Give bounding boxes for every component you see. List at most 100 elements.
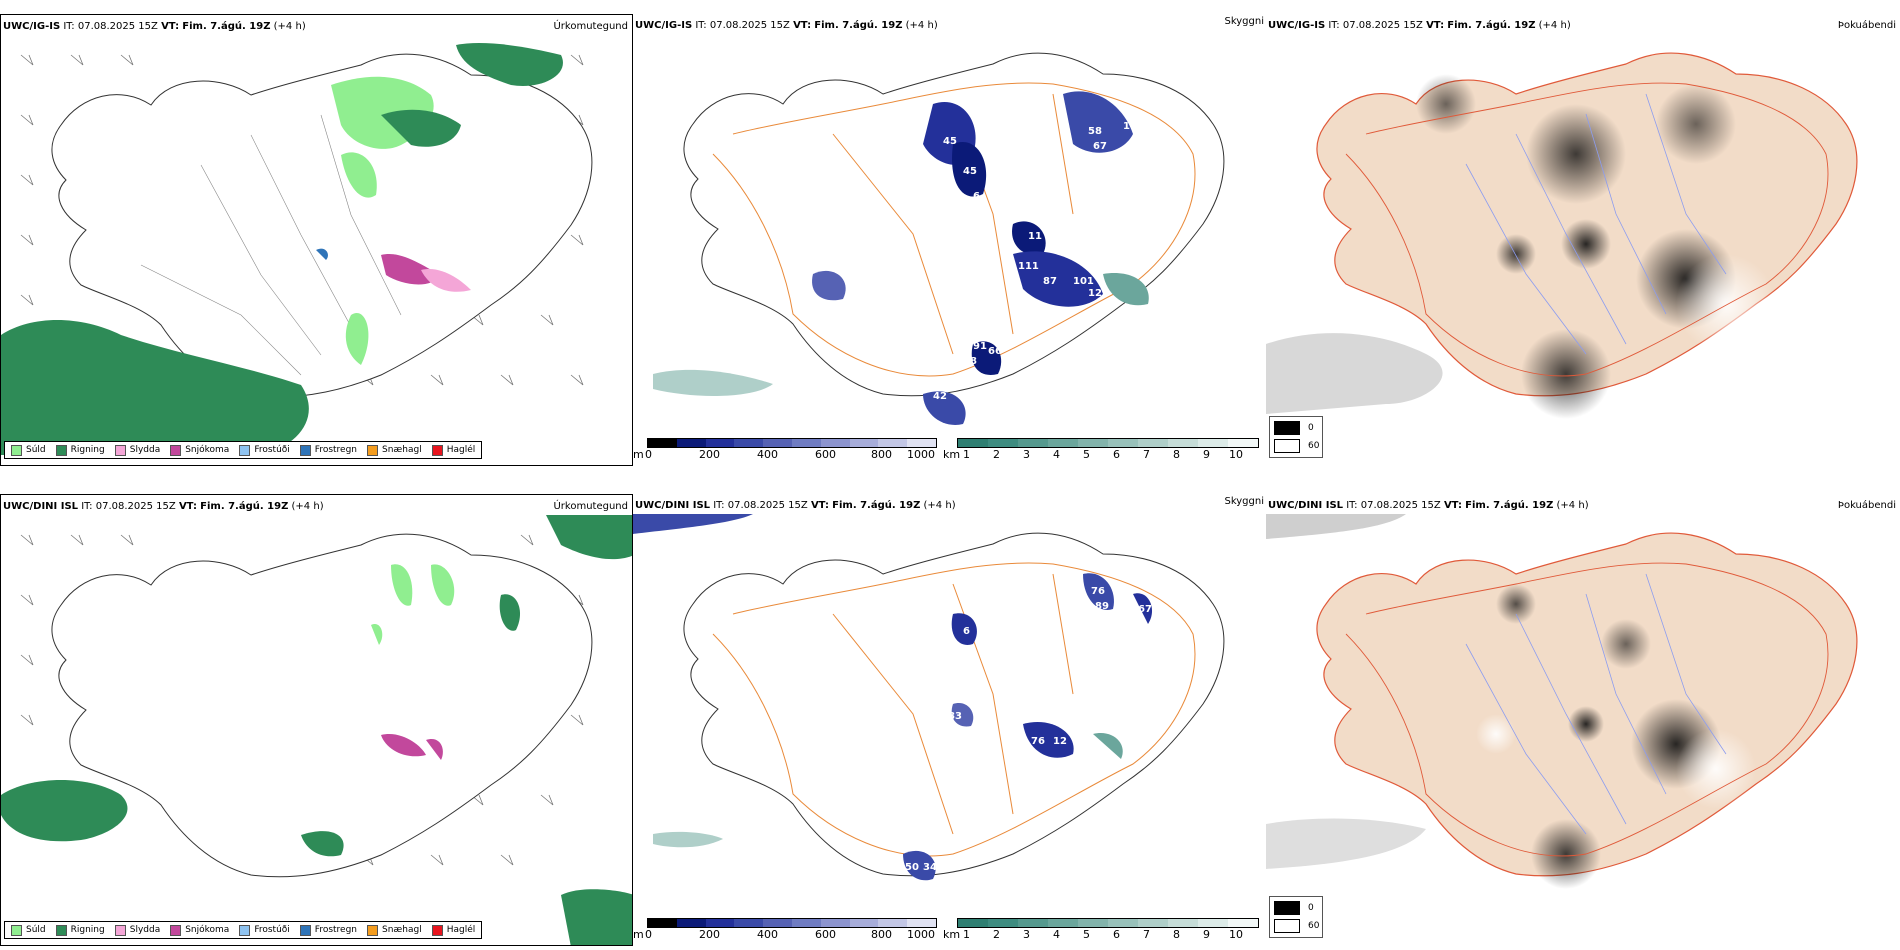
colorbar-tick: 5: [1083, 448, 1090, 461]
cloud-areas: [653, 91, 1149, 425]
colorbar-step: [734, 439, 764, 447]
panel-title: UWC/IG-IS IT: 07.08.2025 15Z VT: Fim. 7.…: [1268, 20, 1571, 31]
rivers: [1465, 93, 1727, 355]
precip-map-top: [1, 43, 593, 455]
cloud-label: 13: [833, 246, 847, 257]
legend-item: Súld: [11, 444, 46, 456]
colorbar-strip: [957, 438, 1259, 448]
colorbar-unit: km: [943, 448, 961, 461]
rivers: [1465, 573, 1727, 835]
iceland-outline: [51, 53, 593, 398]
panel-title: UWC/DINI ISL IT: 07.08.2025 15Z VT: Fim.…: [1268, 500, 1589, 511]
colorbar-step: [820, 439, 850, 447]
colorbar-unit: m: [633, 928, 644, 941]
colorbar-tick: 6: [1113, 448, 1120, 461]
precip-areas: [1, 43, 563, 455]
iceland-outline: [51, 533, 593, 878]
colorbar-step: [958, 919, 988, 927]
colorbar-tick: 0: [645, 928, 652, 941]
colorbar-strip: [647, 438, 937, 448]
cloud-label: 65: [948, 246, 962, 257]
panel-name-fog: Þokuábendi: [1837, 20, 1896, 31]
colorbar-step: [907, 919, 936, 927]
legend-item: Frostúði: [239, 444, 290, 456]
cloud-label: 76: [1091, 586, 1105, 597]
colorbar-step: [791, 439, 821, 447]
colorbar-step: [1198, 919, 1228, 927]
colorbar-step: [1168, 919, 1198, 927]
legend-item: Snjókoma: [170, 924, 229, 936]
colorbar-tick: 400: [757, 448, 778, 461]
cloud-value-labels: 89 45 45 6 58 67 92 10 53 35 13 65 5 11 …: [773, 86, 1157, 402]
colorbar-step: [1228, 439, 1258, 447]
colorbar-tick: 8: [1173, 928, 1180, 941]
colorbar-tick: 7: [1143, 448, 1150, 461]
legend-item: Frostregn: [299, 444, 357, 456]
colorbar-step: [1138, 439, 1168, 447]
colorbar-unit: km: [943, 928, 961, 941]
legend-item: Snæhagl: [367, 924, 422, 936]
colorbar-step: [648, 919, 677, 927]
precip-areas: [1, 515, 632, 945]
colorbar-tick: 10: [1229, 928, 1243, 941]
colorbar-step: [676, 439, 706, 447]
fog-map-top: [1266, 52, 1858, 419]
colorbar-tick: 3: [1023, 448, 1030, 461]
cloud-label: 12: [1088, 288, 1102, 299]
sea-fog: [1266, 333, 1443, 414]
legend-item: Snjókoma: [170, 444, 229, 456]
legend-item: Slydda: [114, 444, 160, 456]
colorbar-tick: 1: [963, 928, 970, 941]
fog-shading: [1416, 74, 1776, 419]
cloud-base-colorbar: m 0 200 400 600 800 1000: [633, 438, 943, 464]
colorbar-tick: 9: [1203, 928, 1210, 941]
colorbar-step: [1108, 439, 1138, 447]
colorbar-step: [1078, 439, 1108, 447]
cloud-panel-bottom: 6 76 89 67 62 83 76 12 50 34 UWC/DINI IS…: [633, 494, 1266, 946]
legend-item: Haglél: [431, 444, 475, 456]
colorbar-step: [763, 439, 792, 447]
colorbar-step: [907, 439, 936, 447]
colorbar-step: [676, 919, 706, 927]
cloud-label: 45: [943, 136, 957, 147]
cloud-label: 67: [1093, 141, 1107, 152]
colorbar-tick: 1000: [907, 448, 935, 461]
sea-fog: [1266, 818, 1426, 869]
cloud-label: 11: [1028, 231, 1042, 242]
colorbar-step: [1078, 919, 1108, 927]
legend-item: Slydda: [114, 924, 160, 936]
panel-title: UWC/DINI ISL IT: 07.08.2025 15Z VT: Fim.…: [3, 501, 324, 512]
precip-panel-bottom: UWC/DINI ISL IT: 07.08.2025 15Z VT: Fim.…: [0, 494, 633, 946]
cloud-label: 52: [906, 361, 920, 372]
panel-name-precip: Úrkomutegund: [553, 501, 628, 512]
colorbar-step: [1018, 919, 1048, 927]
cloud-label: 6: [963, 626, 970, 637]
precip-map-bottom: [1, 515, 632, 945]
panel-name-precip: Úrkomutegund: [553, 21, 628, 32]
cloud-label: 45: [963, 166, 977, 177]
cloud-label: 08: [963, 356, 977, 367]
colorbar-step: [849, 439, 879, 447]
colorbar-tick: 1000: [907, 928, 935, 941]
legend-item: Rigning: [55, 444, 105, 456]
fog-legend: 0 60: [1269, 416, 1323, 458]
colorbar-tick: 800: [871, 928, 892, 941]
colorbar-tick: 4: [1053, 448, 1060, 461]
colorbar-tick: 9: [1203, 448, 1210, 461]
colorbar-tick: 800: [871, 448, 892, 461]
colorbar-tick: 6: [1113, 928, 1120, 941]
precip-panel-top: UWC/IG-IS IT: 07.08.2025 15Z VT: Fim. 7.…: [0, 14, 633, 466]
legend-item: Haglél: [431, 924, 475, 936]
colorbar-step: [791, 919, 821, 927]
panel-title: UWC/IG-IS IT: 07.08.2025 15Z VT: Fim. 7.…: [635, 20, 938, 31]
colorbar-step: [1168, 439, 1198, 447]
cloud-label: 89: [773, 86, 787, 97]
visibility-colorbar: km 1 2 3 4 5 6 7 8 9 10: [943, 918, 1266, 944]
cloud-base-colorbar: m 0 200 400 600 800 1000: [633, 918, 943, 944]
legend-item: Frostúði: [239, 924, 290, 936]
colorbar-step: [988, 919, 1018, 927]
colorbar-tick: 2: [993, 928, 1000, 941]
colorbar-tick: 200: [699, 928, 720, 941]
colorbar-step: [1228, 919, 1258, 927]
colorbar-step: [763, 919, 792, 927]
